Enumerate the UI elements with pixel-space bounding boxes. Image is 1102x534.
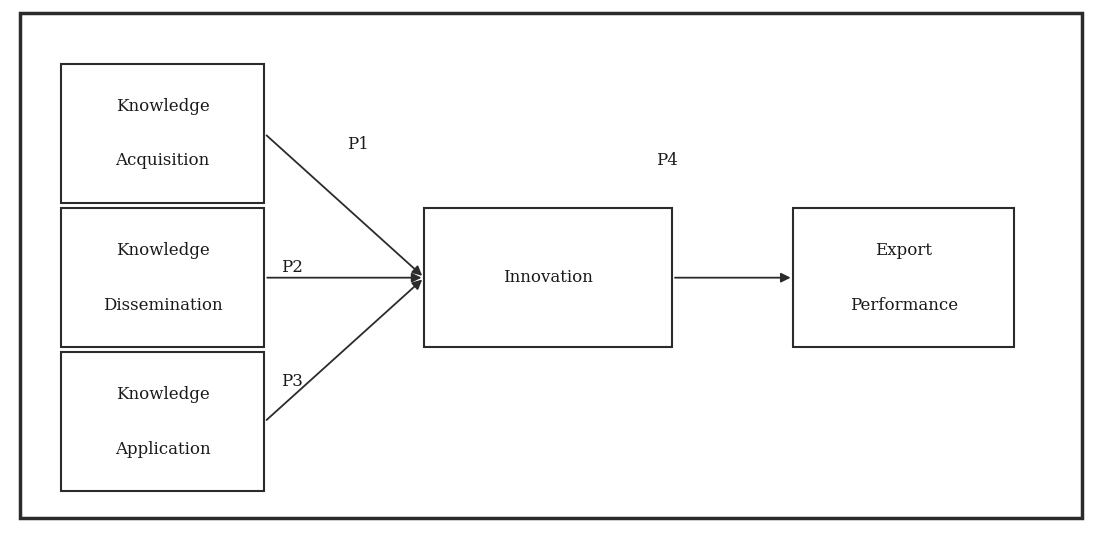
Text: P4: P4 <box>656 152 678 169</box>
Text: P3: P3 <box>281 373 303 390</box>
Text: P2: P2 <box>281 258 303 276</box>
Bar <box>793 208 1014 347</box>
Text: Knowledge

Application: Knowledge Application <box>115 386 210 458</box>
Text: Knowledge

Acquisition: Knowledge Acquisition <box>116 98 209 169</box>
Text: Export

Performance: Export Performance <box>850 242 958 313</box>
Text: P1: P1 <box>347 136 369 153</box>
Text: Knowledge

Dissemination: Knowledge Dissemination <box>102 242 223 313</box>
Bar <box>61 208 264 347</box>
Bar <box>61 352 264 491</box>
Bar <box>424 208 672 347</box>
Bar <box>61 64 264 203</box>
Text: Innovation: Innovation <box>504 269 593 286</box>
